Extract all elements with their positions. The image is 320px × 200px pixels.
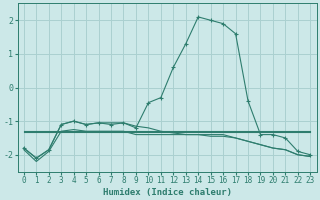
X-axis label: Humidex (Indice chaleur): Humidex (Indice chaleur): [103, 188, 232, 197]
